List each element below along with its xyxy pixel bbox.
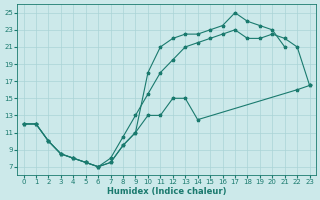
X-axis label: Humidex (Indice chaleur): Humidex (Indice chaleur): [107, 187, 226, 196]
